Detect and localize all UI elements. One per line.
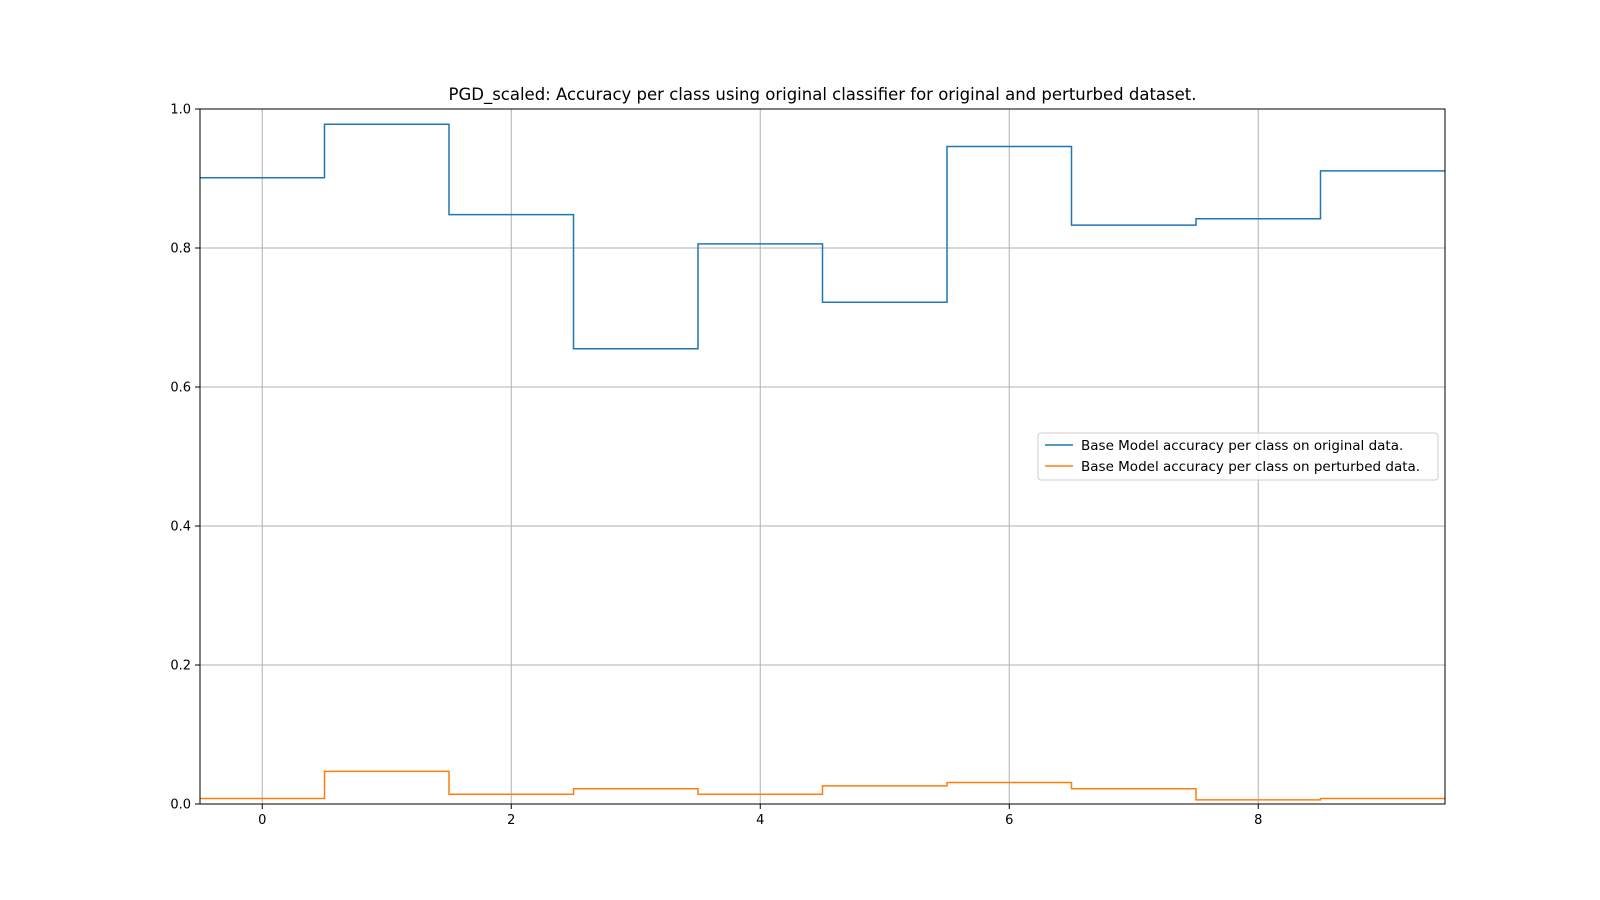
x-tick-label: 6 (1005, 813, 1013, 828)
y-tick-label: 0.8 (170, 242, 191, 257)
legend: Base Model accuracy per class on origina… (1037, 432, 1439, 481)
y-tick-label: 0.6 (170, 381, 191, 396)
x-tick-label: 2 (507, 813, 515, 828)
plot-frame (199, 108, 1446, 805)
series-line-1 (200, 770, 1445, 801)
series-line-0 (200, 123, 1445, 350)
y-tick-label: 0.2 (170, 659, 191, 674)
x-tick-label: 0 (258, 813, 266, 828)
y-tick-label: 0.0 (170, 798, 191, 813)
y-tick-label: 1.0 (170, 103, 191, 118)
x-tick-label: 4 (756, 813, 764, 828)
legend-label: Base Model accuracy per class on perturb… (1081, 459, 1420, 475)
x-axis-ticks: 0 2 4 6 8 (258, 804, 1262, 828)
chart-title: PGD_scaled: Accuracy per class using ori… (449, 85, 1197, 105)
y-axis-ticks: 0.0 0.2 0.4 0.6 0.8 1.0 (170, 103, 200, 813)
legend-box (1037, 432, 1439, 481)
legend-label: Base Model accuracy per class on origina… (1081, 438, 1403, 454)
y-tick-label: 0.4 (170, 520, 191, 535)
series-layer (200, 123, 1445, 801)
x-tick-label: 8 (1254, 813, 1262, 828)
